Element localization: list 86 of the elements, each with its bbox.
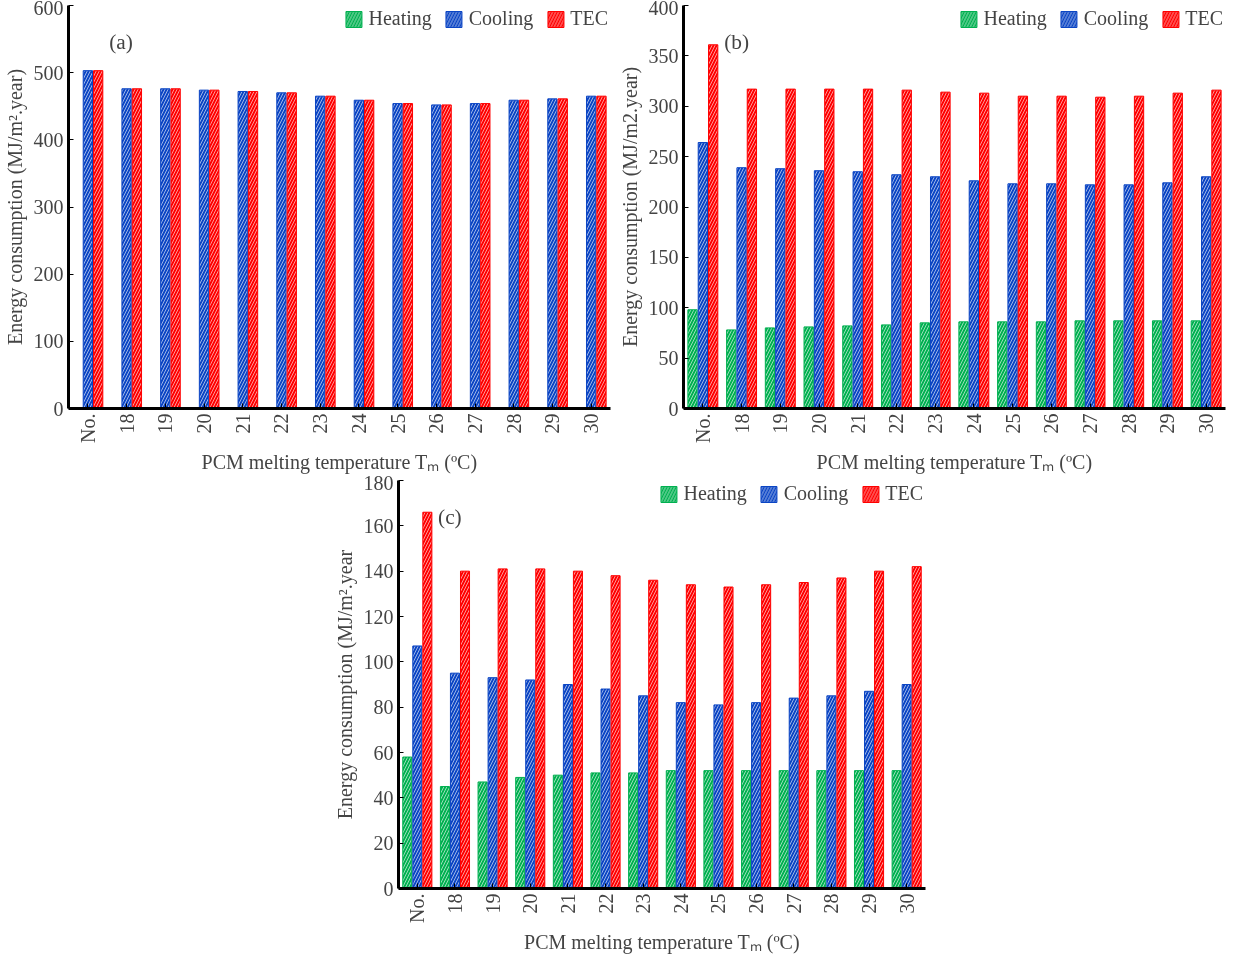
y-tick-label: 100 [648, 296, 679, 319]
y-tick-label: 40 [373, 786, 394, 809]
x-tick-label: 24 [669, 893, 692, 914]
y-axis-title: Energy consumption (MJ/m².year) [3, 68, 27, 346]
y-tick-label: 200 [33, 263, 64, 286]
y-tick-label: 140 [363, 560, 394, 583]
x-axis-title: PCM melting temperature Tₘ (ºC) [816, 450, 1093, 474]
x-tick-label: 21 [556, 893, 579, 914]
x-tick-label: 19 [154, 413, 177, 434]
x-tick-label: 27 [782, 893, 805, 914]
y-tick-label: 60 [373, 741, 394, 764]
x-axis-title: PCM melting temperature Tₘ (ºC) [524, 930, 800, 954]
legend-label: Heating [983, 7, 1047, 30]
legend-label: TEC [885, 482, 923, 505]
x-tick-label: 18 [443, 893, 466, 914]
annotation: (c) [438, 505, 462, 530]
x-tick-label: 22 [270, 413, 293, 434]
y-tick-label: 100 [363, 650, 394, 673]
y-tick-label: 200 [648, 196, 679, 218]
x-tick-label: 20 [193, 413, 215, 434]
x-tick-label: No. [76, 413, 99, 443]
x-tick-label: 30 [580, 413, 603, 434]
y-tick-label: 400 [648, 0, 679, 19]
x-tick-label: 29 [858, 893, 881, 914]
x-tick-label: 27 [464, 413, 486, 434]
legend-label: Heating [368, 7, 432, 30]
y-tick-label: 0 [53, 397, 64, 420]
x-tick-label: 25 [1001, 413, 1024, 434]
x-tick-label: 28 [1117, 413, 1140, 434]
y-tick-label: 100 [33, 330, 64, 353]
x-tick-label: 23 [309, 413, 332, 434]
annotation: (a) [109, 29, 133, 54]
y-axis-title: Energy consumption (MJ/m2.year) [618, 66, 642, 348]
x-tick-label: 27 [1079, 413, 1101, 434]
x-tick-label: 26 [745, 893, 768, 914]
y-tick-label: 150 [648, 246, 679, 269]
x-tick-label: 25 [707, 893, 730, 914]
x-tick-label: 29 [541, 413, 564, 434]
x-tick-label: No. [691, 413, 714, 443]
x-tick-label: 18 [730, 413, 753, 434]
y-tick-label: 350 [648, 44, 679, 67]
x-tick-label: 21 [846, 413, 869, 434]
x-tick-label: 20 [519, 893, 542, 914]
legend-label: Cooling [468, 7, 534, 30]
x-tick-label: 22 [885, 413, 908, 434]
x-tick-label: 23 [632, 893, 655, 914]
x-tick-label: 18 [115, 413, 138, 434]
legend-label: TEC [1185, 7, 1223, 30]
y-axis-title: Energy consumption (MJ/m².year [333, 549, 357, 820]
y-tick-label: 20 [373, 832, 394, 855]
x-tick-label: 24 [962, 413, 985, 434]
x-tick-label: 26 [425, 413, 448, 434]
x-axis-title: PCM melting temperature Tₘ (ºC) [201, 450, 478, 474]
y-tick-label: 180 [363, 471, 394, 494]
x-tick-label: 28 [502, 413, 525, 434]
x-tick-label: 30 [895, 893, 918, 914]
y-tick-label: 50 [658, 347, 679, 370]
x-tick-label: 30 [1195, 413, 1218, 434]
y-tick-label: 300 [648, 95, 679, 118]
x-tick-label: 28 [820, 893, 843, 914]
x-tick-label: 21 [231, 413, 254, 434]
x-tick-label: 24 [347, 413, 370, 434]
legend-label: Cooling [1083, 7, 1149, 30]
x-tick-label: 20 [808, 413, 830, 434]
x-tick-label: 19 [481, 893, 504, 914]
y-tick-label: 0 [668, 397, 679, 420]
legend-label: Cooling [783, 482, 849, 505]
y-tick-label: 500 [33, 61, 64, 84]
y-tick-label: 250 [648, 145, 679, 168]
x-tick-label: 25 [386, 413, 409, 434]
annotation: (b) [724, 29, 750, 54]
x-tick-label: 26 [1040, 413, 1063, 434]
y-tick-label: 80 [373, 696, 394, 719]
y-tick-label: 600 [33, 0, 64, 19]
y-tick-label: 160 [363, 514, 394, 537]
y-tick-label: 300 [33, 196, 64, 218]
legend-label: TEC [570, 7, 608, 30]
x-tick-label: No. [406, 893, 429, 923]
x-tick-label: 19 [769, 413, 792, 434]
y-tick-label: 400 [33, 128, 64, 151]
y-tick-label: 120 [363, 605, 394, 628]
x-tick-label: 23 [924, 413, 947, 434]
y-tick-label: 0 [383, 877, 394, 900]
legend-label: Heating [683, 482, 747, 505]
x-tick-label: 22 [594, 893, 617, 914]
x-tick-label: 29 [1156, 413, 1179, 434]
